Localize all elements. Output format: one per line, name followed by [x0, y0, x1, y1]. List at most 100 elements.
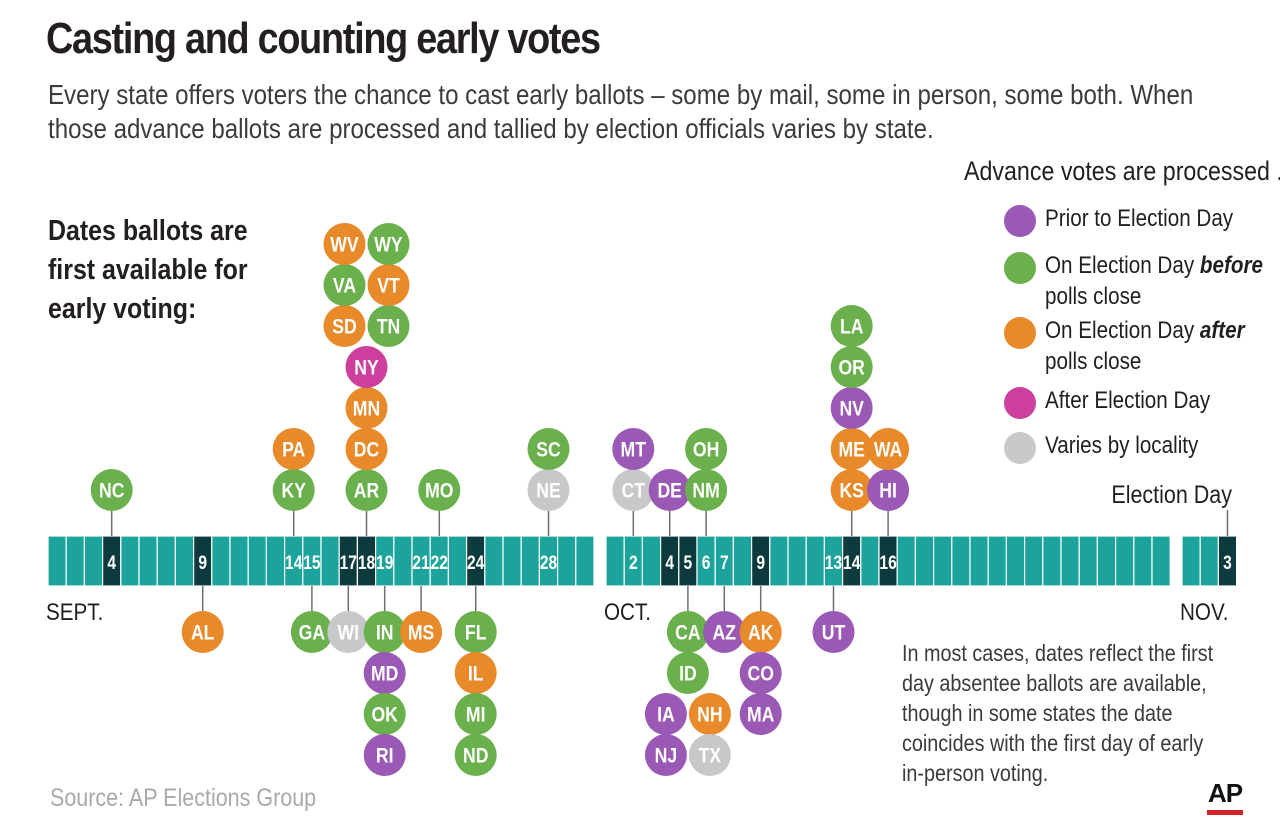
- state-label: KY: [281, 479, 306, 503]
- state-label: WV: [330, 233, 358, 257]
- day-label: 9: [756, 552, 765, 574]
- ap-logo-bar: [1207, 810, 1243, 815]
- state-dot: [830, 387, 873, 429]
- state-dot: [400, 611, 443, 653]
- state-dot: [685, 469, 728, 511]
- legend-label-prior: Prior to Election Day: [1045, 205, 1234, 232]
- day-cell: [520, 535, 541, 587]
- state-dot: [272, 428, 315, 470]
- state-dot: [363, 611, 406, 653]
- state-label: MS: [408, 621, 435, 645]
- day-label: 14: [843, 552, 861, 574]
- day-cell: [174, 535, 195, 587]
- day-label: 21: [412, 552, 430, 574]
- state-label: NJ: [655, 744, 678, 768]
- day-cell: [229, 535, 249, 587]
- day-cell: [805, 535, 826, 587]
- state-dot: [685, 428, 728, 470]
- state-label: IL: [468, 662, 484, 686]
- day-cell: [1005, 535, 1026, 587]
- day-cell: [120, 535, 140, 587]
- state-label: KS: [839, 479, 864, 503]
- state-label: WI: [338, 621, 360, 645]
- state-label: SD: [332, 315, 356, 339]
- state-label: UT: [822, 621, 846, 645]
- day-cell: [1042, 535, 1062, 587]
- state-dot: [666, 611, 709, 653]
- state-label: CA: [675, 621, 700, 645]
- day-cell: [969, 535, 989, 587]
- state-label: DC: [354, 438, 379, 462]
- state-label: ND: [463, 744, 488, 768]
- state-dot: [323, 223, 366, 265]
- state-dot: [830, 469, 873, 511]
- legend-swatch-afterday: [1004, 387, 1036, 419]
- day-cell: [732, 535, 753, 587]
- day-cell: [1114, 535, 1135, 587]
- day-label: 17: [340, 552, 357, 574]
- day-label: 19: [376, 552, 394, 574]
- chart-title: Casting and counting early votes: [46, 14, 601, 63]
- state-label: IA: [657, 703, 675, 727]
- state-dot: [739, 611, 782, 653]
- day-cell: [65, 535, 85, 587]
- day-cell: [1133, 535, 1153, 587]
- state-dot: [367, 305, 410, 347]
- legend-label-before: On Election Day before polls close: [1045, 252, 1263, 310]
- state-label: AL: [191, 621, 215, 645]
- day-cell: [138, 535, 158, 587]
- state-dot: [181, 611, 224, 653]
- timeline-heading: Dates ballots are first available for ea…: [48, 215, 248, 325]
- state-dot: [272, 469, 315, 511]
- day-cell: [951, 535, 971, 587]
- state-dot: [644, 693, 687, 735]
- state-label: NY: [354, 356, 379, 380]
- state-dot: [323, 305, 366, 347]
- state-label: NC: [99, 479, 124, 503]
- day-cell: [605, 535, 625, 587]
- day-cell: [860, 535, 880, 587]
- state-dot: [648, 469, 691, 511]
- day-label: 28: [540, 552, 558, 574]
- state-label: WY: [374, 233, 402, 257]
- state-label: OR: [838, 356, 864, 380]
- day-cell: [1078, 535, 1098, 587]
- legend-title: Advance votes are processed ...: [964, 156, 1280, 186]
- state-dot: [345, 346, 388, 388]
- day-cell: [556, 535, 577, 587]
- state-dot: [739, 693, 782, 735]
- state-label: IN: [376, 621, 394, 645]
- day-cell: [641, 535, 662, 587]
- state-label: NH: [697, 703, 722, 727]
- timeline-band: [47, 535, 1238, 587]
- state-dot: [454, 611, 497, 653]
- day-cell: [47, 535, 67, 587]
- day-cell: [393, 535, 413, 587]
- state-label: AR: [354, 479, 379, 503]
- state-dot: [867, 428, 910, 470]
- state-label: CO: [747, 662, 773, 686]
- state-label: CT: [622, 479, 646, 503]
- state-label: VA: [333, 274, 356, 298]
- legend-swatch-before: [1004, 252, 1036, 284]
- state-dot: [527, 428, 570, 470]
- month-label: NOV.: [1180, 599, 1229, 626]
- state-label: MN: [353, 397, 380, 421]
- state-dot: [327, 611, 370, 653]
- state-dot: [612, 428, 655, 470]
- state-label: WA: [874, 438, 902, 462]
- day-cell: [1181, 535, 1201, 587]
- day-cell: [211, 535, 231, 587]
- day-cell: [502, 535, 522, 587]
- day-label: 7: [720, 552, 729, 574]
- state-label: NE: [536, 479, 561, 503]
- state-label: PA: [282, 438, 305, 462]
- state-dot: [644, 734, 687, 776]
- state-label: ME: [838, 438, 865, 462]
- legend-label-after: On Election Day after polls close: [1045, 317, 1245, 375]
- month-label: SEPT.: [46, 599, 103, 626]
- day-cell: [1151, 535, 1171, 587]
- legend-label-afterday: After Election Day: [1045, 387, 1211, 414]
- day-cell: [1023, 535, 1044, 587]
